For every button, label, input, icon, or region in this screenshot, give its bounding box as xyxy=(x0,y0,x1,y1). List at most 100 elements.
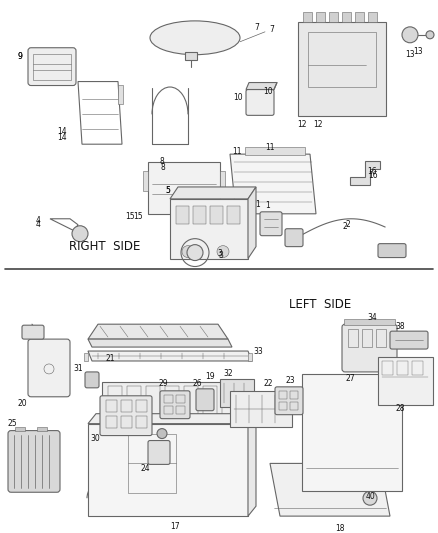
Text: 10: 10 xyxy=(263,87,273,96)
Bar xyxy=(127,386,141,416)
Bar xyxy=(290,402,298,410)
Polygon shape xyxy=(88,414,256,424)
Bar xyxy=(348,329,358,347)
Text: 28: 28 xyxy=(395,404,405,413)
Polygon shape xyxy=(350,161,380,185)
Bar xyxy=(165,386,179,416)
Bar xyxy=(290,391,298,399)
Text: 4: 4 xyxy=(35,220,40,229)
Bar xyxy=(176,206,189,224)
FancyBboxPatch shape xyxy=(100,396,152,435)
FancyBboxPatch shape xyxy=(378,244,406,257)
Bar xyxy=(176,395,185,403)
Text: 8: 8 xyxy=(159,157,164,166)
FancyBboxPatch shape xyxy=(160,391,190,418)
Text: 3: 3 xyxy=(219,251,223,260)
FancyBboxPatch shape xyxy=(28,339,70,397)
Text: RIGHT  SIDE: RIGHT SIDE xyxy=(69,240,141,253)
Bar xyxy=(176,406,185,414)
Bar xyxy=(344,319,395,325)
Bar xyxy=(245,147,305,155)
Text: 5: 5 xyxy=(166,187,170,196)
Bar xyxy=(220,379,254,407)
Bar xyxy=(106,416,117,427)
Text: 17: 17 xyxy=(170,522,180,530)
Text: 10: 10 xyxy=(233,93,243,102)
FancyBboxPatch shape xyxy=(342,324,397,372)
Bar xyxy=(121,416,132,427)
Bar xyxy=(362,329,372,347)
Bar xyxy=(106,400,117,411)
Text: 11: 11 xyxy=(265,143,275,152)
Text: 27: 27 xyxy=(345,374,355,383)
Bar xyxy=(316,12,325,22)
Bar xyxy=(368,12,377,22)
Text: 23: 23 xyxy=(285,376,295,385)
Text: 11: 11 xyxy=(232,147,242,156)
Text: 30: 30 xyxy=(90,434,100,443)
Polygon shape xyxy=(88,324,228,339)
Bar xyxy=(37,426,47,431)
Text: 24: 24 xyxy=(140,464,150,473)
Bar xyxy=(33,54,71,79)
Bar xyxy=(378,357,433,405)
Bar xyxy=(84,353,88,361)
Text: 8: 8 xyxy=(161,163,166,172)
Text: 2: 2 xyxy=(343,222,347,231)
FancyBboxPatch shape xyxy=(275,387,303,415)
Text: 12: 12 xyxy=(297,120,307,129)
Text: 32: 32 xyxy=(223,369,233,378)
Bar xyxy=(222,386,236,416)
Text: 18: 18 xyxy=(335,523,345,532)
Text: 14: 14 xyxy=(57,133,67,142)
Text: 13: 13 xyxy=(413,47,423,56)
Bar xyxy=(136,400,147,411)
Polygon shape xyxy=(248,414,256,516)
Polygon shape xyxy=(170,187,256,199)
FancyBboxPatch shape xyxy=(28,48,76,85)
Circle shape xyxy=(72,226,88,241)
Polygon shape xyxy=(170,199,248,259)
Bar xyxy=(118,85,123,104)
Text: 5: 5 xyxy=(166,187,170,196)
Bar xyxy=(193,206,206,224)
Circle shape xyxy=(187,245,203,261)
Polygon shape xyxy=(270,463,390,516)
FancyBboxPatch shape xyxy=(22,325,44,339)
Polygon shape xyxy=(88,424,248,516)
Bar xyxy=(148,162,220,214)
FancyBboxPatch shape xyxy=(390,331,428,349)
Bar xyxy=(308,32,376,86)
Bar xyxy=(230,391,292,426)
Bar xyxy=(303,12,312,22)
Circle shape xyxy=(402,27,418,43)
Bar xyxy=(412,361,423,375)
Bar xyxy=(121,400,132,411)
Text: 12: 12 xyxy=(313,120,323,129)
Text: 7: 7 xyxy=(254,23,259,33)
Circle shape xyxy=(182,246,194,257)
Bar xyxy=(279,391,287,399)
Text: 3: 3 xyxy=(218,249,223,258)
Text: 13: 13 xyxy=(405,50,415,59)
FancyBboxPatch shape xyxy=(85,372,99,388)
Bar xyxy=(342,12,351,22)
Bar xyxy=(164,406,173,414)
Bar xyxy=(184,386,198,416)
FancyBboxPatch shape xyxy=(148,441,170,464)
Polygon shape xyxy=(248,187,256,259)
FancyBboxPatch shape xyxy=(8,431,60,492)
Text: 33: 33 xyxy=(253,346,263,356)
Text: 7: 7 xyxy=(269,26,275,34)
Text: 15: 15 xyxy=(125,212,135,221)
Text: 9: 9 xyxy=(18,52,22,61)
Polygon shape xyxy=(88,339,232,347)
Bar xyxy=(128,433,176,493)
Bar xyxy=(146,386,160,416)
Circle shape xyxy=(157,429,167,439)
Bar xyxy=(329,12,338,22)
FancyBboxPatch shape xyxy=(260,212,282,236)
Bar xyxy=(185,52,197,60)
Text: 40: 40 xyxy=(365,492,375,500)
FancyBboxPatch shape xyxy=(246,90,274,115)
